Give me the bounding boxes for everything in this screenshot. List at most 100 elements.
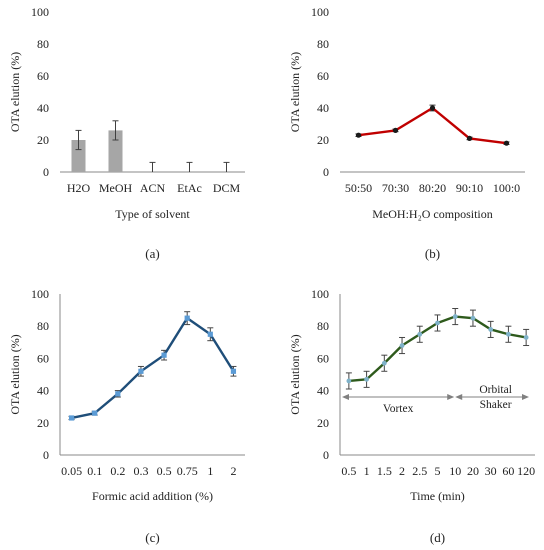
x-tick-label: DCM (213, 181, 241, 195)
orbital-arrow-right-head (522, 394, 529, 401)
orbital-label-line1: Orbital (479, 384, 512, 396)
x-tick-label: 120 (517, 464, 535, 478)
data-point (435, 320, 440, 326)
y-tick-label: 40 (37, 384, 49, 398)
vortex-label: Vortex (383, 403, 414, 415)
x-tick-label: 0.5 (157, 464, 172, 478)
orbital-arrow-left-head (455, 394, 463, 401)
y-tick-label: 100 (31, 5, 49, 19)
x-tick-label: 0.05 (61, 464, 82, 478)
data-point (392, 127, 399, 133)
y-axis-label: OTA elution (%) (8, 52, 22, 132)
y-tick-label: 60 (317, 69, 329, 83)
y-tick-label: 60 (37, 351, 49, 365)
data-point (161, 352, 167, 358)
x-tick-label: 70:30 (382, 181, 409, 195)
data-point (68, 415, 75, 421)
x-tick-label: 20 (467, 464, 479, 478)
x-tick-label: 50:50 (345, 181, 372, 195)
y-tick-label: 100 (311, 287, 329, 301)
x-tick-label: 90:10 (456, 181, 483, 195)
y-tick-label: 0 (323, 448, 329, 462)
orbital-label-line2: Shaker (480, 399, 512, 411)
data-point (452, 314, 458, 319)
bar (108, 130, 123, 172)
x-tick-label: 0.5 (341, 464, 356, 478)
y-tick-label: 80 (317, 37, 329, 51)
data-point (346, 378, 352, 384)
y-tick-label: 100 (31, 287, 49, 301)
x-tick-label: 5 (435, 464, 441, 478)
x-tick-label: 100:0 (493, 181, 520, 195)
data-point (417, 331, 423, 337)
x-tick-label: 0.75 (177, 464, 198, 478)
panel-label: (b) (425, 246, 440, 261)
x-tick-label: 60 (502, 464, 514, 478)
x-tick-label: EtAc (177, 181, 202, 195)
vortex-arrow-left-head (342, 394, 349, 401)
x-tick-label: 2.5 (412, 464, 427, 478)
data-point (399, 343, 405, 348)
y-tick-label: 80 (317, 319, 329, 333)
data-point (381, 360, 387, 366)
y-tick-label: 0 (43, 165, 49, 179)
data-point (466, 135, 473, 141)
x-axis-label: MeOH:H₂O composition (372, 207, 493, 221)
y-axis-label: OTA elution (%) (288, 52, 302, 132)
data-point (503, 140, 510, 146)
x-tick-label: 0.2 (110, 464, 125, 478)
y-tick-label: 20 (317, 133, 329, 147)
data-point (506, 331, 511, 337)
data-point (115, 391, 121, 397)
x-tick-label: 2 (230, 464, 236, 478)
data-point (355, 132, 362, 138)
y-tick-label: 20 (317, 416, 329, 430)
x-axis-label: Type of solvent (115, 207, 190, 221)
data-point (523, 335, 529, 340)
y-tick-label: 0 (43, 448, 49, 462)
data-point (470, 315, 476, 321)
data-point (364, 376, 369, 382)
y-axis-label: OTA elution (%) (288, 334, 302, 414)
data-point (488, 327, 494, 332)
data-point (429, 105, 436, 111)
data-point (207, 331, 213, 337)
x-tick-label: 2 (399, 464, 405, 478)
x-tick-label: 10 (449, 464, 461, 478)
y-tick-label: 20 (37, 416, 49, 430)
bar (71, 140, 86, 172)
y-tick-label: 40 (37, 101, 49, 115)
y-tick-label: 80 (37, 37, 49, 51)
x-tick-label: 1.5 (377, 464, 392, 478)
y-tick-label: 0 (323, 165, 329, 179)
panel-label: (a) (145, 246, 159, 261)
x-axis-label: Time (min) (410, 489, 465, 503)
x-tick-label: ACN (140, 181, 166, 195)
x-tick-label: MeOH (99, 181, 133, 195)
y-tick-label: 60 (317, 351, 329, 365)
data-point (230, 368, 237, 374)
series-line (71, 316, 235, 420)
series-line (358, 106, 507, 145)
x-tick-label: 30 (485, 464, 497, 478)
x-tick-label: H2O (67, 181, 91, 195)
y-tick-label: 20 (37, 133, 49, 147)
data-point (138, 368, 144, 374)
data-point (92, 410, 98, 416)
data-point (184, 315, 190, 321)
x-tick-label: 0.3 (133, 464, 148, 478)
y-tick-label: 40 (317, 101, 329, 115)
y-axis-label: OTA elution (%) (8, 334, 22, 414)
y-tick-label: 40 (317, 384, 329, 398)
x-tick-label: 0.1 (87, 464, 102, 478)
x-tick-label: 1 (207, 464, 213, 478)
y-tick-label: 80 (37, 319, 49, 333)
y-tick-label: 60 (37, 69, 49, 83)
panel-label: (d) (430, 530, 445, 545)
panel-label: (c) (145, 530, 159, 545)
vortex-arrow-right-head (447, 394, 455, 401)
y-tick-label: 100 (311, 5, 329, 19)
x-tick-label: 80:20 (419, 181, 446, 195)
x-axis-label: Formic acid addition (%) (92, 489, 213, 503)
